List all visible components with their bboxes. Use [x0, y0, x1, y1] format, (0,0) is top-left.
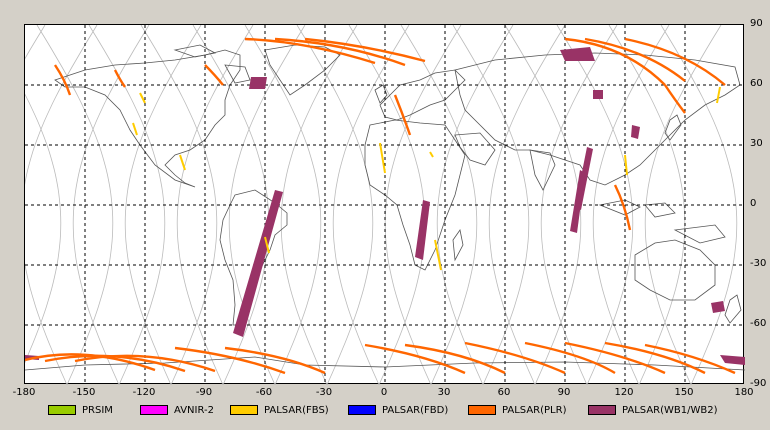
- plr-swath: [204, 64, 224, 86]
- plr-swath: [74, 354, 216, 373]
- orbit-track: [25, 25, 46, 60]
- fbs-swath: [179, 154, 186, 171]
- wb-swath: [631, 125, 640, 139]
- plr-swath: [584, 37, 686, 82]
- wb-swath: [711, 301, 725, 313]
- legend-label: PALSAR(FBD): [382, 404, 449, 416]
- wb-swath: [593, 90, 603, 99]
- legend-swatch: [588, 405, 616, 415]
- legend-label: PALSAR(WB1/WB2): [622, 404, 718, 416]
- legend-label: PALSAR(FBS): [264, 404, 329, 416]
- plr-swath: [664, 84, 686, 114]
- x-tick-label: 0: [380, 387, 388, 398]
- plr-swath: [364, 343, 466, 375]
- plr-swath: [304, 37, 426, 63]
- y-tick-label: -90: [750, 378, 767, 389]
- plr-swath: [113, 69, 126, 88]
- plr-swath: [644, 343, 736, 375]
- fbs-swath: [434, 239, 442, 271]
- plr-swath: [464, 341, 566, 375]
- observation-swaths: [25, 37, 745, 375]
- wb-swath: [575, 147, 593, 210]
- wb-swath: [415, 200, 430, 260]
- legend-swatch: [468, 405, 496, 415]
- plr-swath: [274, 37, 406, 67]
- coastlines: [25, 44, 745, 371]
- legend-label: PRSIM: [82, 404, 113, 416]
- plr-swath: [564, 37, 666, 86]
- world-map: [25, 25, 745, 385]
- fbs-swath: [429, 151, 434, 158]
- wb-swath: [233, 190, 283, 337]
- legend-swatch: [140, 405, 168, 415]
- legend-item: PALSAR(FBD): [348, 402, 448, 418]
- plr-swath: [524, 341, 616, 375]
- map-grid: [25, 25, 745, 385]
- fbs-swath: [139, 92, 146, 104]
- y-tick-label: 90: [750, 18, 763, 29]
- legend-item: PRSIM: [48, 402, 113, 418]
- legend-item: PALSAR(PLR): [468, 402, 566, 418]
- x-tick-label: 120: [614, 387, 634, 398]
- x-tick-label: -60: [255, 387, 273, 398]
- plr-swath: [613, 184, 632, 231]
- wb-swath: [249, 77, 267, 89]
- y-tick-label: 60: [750, 78, 763, 89]
- x-tick-label: -150: [72, 387, 96, 398]
- fbs-swath: [132, 122, 138, 136]
- legend-label: PALSAR(PLR): [502, 404, 567, 416]
- x-tick-label: 180: [734, 387, 754, 398]
- y-tick-label: 30: [750, 138, 763, 149]
- fbs-swath: [379, 142, 386, 174]
- y-tick-label: -60: [750, 318, 767, 329]
- x-tick-label: 60: [497, 387, 511, 398]
- legend-swatch: [348, 405, 376, 415]
- plr-swath: [54, 64, 72, 96]
- legend-label: AVNIR-2: [174, 404, 214, 416]
- plr-swath: [244, 37, 376, 65]
- x-tick-label: -180: [12, 387, 36, 398]
- fbs-swath: [264, 236, 270, 254]
- legend-item: PALSAR(WB1/WB2): [588, 402, 718, 418]
- legend-item: PALSAR(FBS): [230, 402, 329, 418]
- wb-swath: [720, 355, 745, 365]
- legend-item: AVNIR-2: [140, 402, 214, 418]
- wb-swath: [560, 47, 595, 61]
- x-tick-label: 150: [674, 387, 694, 398]
- x-tick-label: -30: [315, 387, 333, 398]
- plr-swath: [174, 346, 286, 375]
- x-tick-label: -120: [132, 387, 156, 398]
- plr-swath: [404, 343, 506, 375]
- y-tick-label: -30: [750, 258, 767, 269]
- x-tick-label: -90: [195, 387, 213, 398]
- legend-swatch: [230, 405, 258, 415]
- fbs-swath: [716, 86, 721, 104]
- map-frame: [24, 24, 745, 385]
- plr-swath: [604, 341, 706, 375]
- fbs-swath: [624, 154, 628, 176]
- x-tick-label: 30: [437, 387, 451, 398]
- plr-swath: [393, 94, 412, 136]
- x-tick-label: 90: [557, 387, 571, 398]
- plr-swath: [624, 37, 726, 86]
- plr-swath: [564, 341, 666, 375]
- legend-swatch: [48, 405, 76, 415]
- y-tick-label: 0: [750, 198, 757, 209]
- plr-swath: [224, 346, 326, 375]
